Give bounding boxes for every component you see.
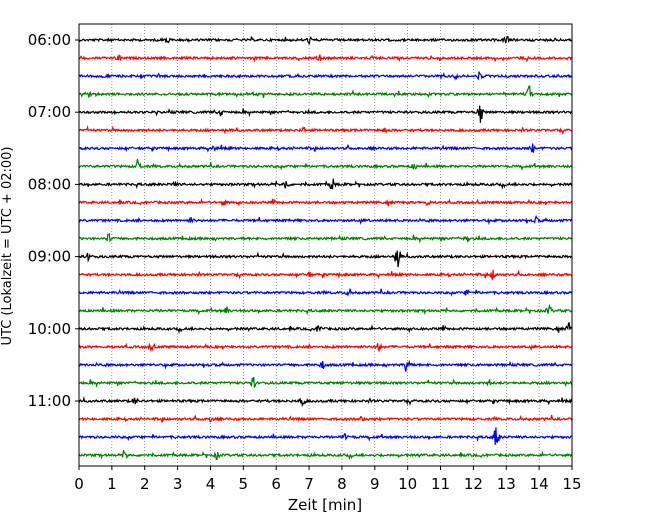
x-tick-label-11: 11: [431, 475, 450, 493]
trace-0615: [79, 54, 572, 63]
x-axis-ticks: 0 1 2 3 4 5 6 7 8 9 10 11 12 13 14 15: [74, 466, 582, 493]
trace-0830: [78, 214, 573, 226]
trace-0945: [78, 303, 573, 316]
trace-0900: [78, 250, 572, 268]
x-tick-label-13: 13: [497, 475, 516, 493]
trace-1000: [78, 322, 573, 335]
trace-1030: [78, 359, 573, 372]
x-tick-label-1: 1: [107, 475, 117, 493]
trace-0730: [78, 143, 573, 153]
x-tick-label-8: 8: [337, 475, 347, 493]
trace-0745: [78, 158, 573, 171]
x-tick-label-4: 4: [206, 475, 216, 493]
plot-frame: [78, 23, 573, 467]
trace-0700: [78, 105, 573, 123]
y-tick-label-4: 10:00: [28, 320, 71, 338]
trace-0600: [78, 36, 573, 45]
trace-0815: [78, 197, 573, 207]
trace-1115: [78, 414, 573, 423]
trace-0645: [79, 85, 573, 98]
trace-1015: [78, 342, 573, 353]
trace-0630: [78, 71, 573, 81]
seismic-traces: [78, 36, 573, 461]
trace-1045: [78, 376, 573, 389]
x-tick-label-15: 15: [562, 475, 581, 493]
y-tick-label-5: 11:00: [28, 392, 71, 410]
x-tick-label-12: 12: [464, 475, 483, 493]
trace-0915: [78, 269, 573, 280]
y-axis-label: UTC (Lokalzeit = UTC + 02:00): [0, 147, 15, 346]
trace-1145: [78, 450, 573, 461]
x-tick-label-0: 0: [74, 475, 84, 493]
y-tick-label-2: 08:00: [28, 175, 71, 193]
x-tick-label-2: 2: [140, 475, 150, 493]
trace-0845: [79, 233, 573, 244]
trace-1100: [78, 396, 573, 408]
trace-0715: [78, 124, 573, 135]
trace-1130: [78, 427, 573, 445]
x-tick-label-7: 7: [304, 475, 314, 493]
x-tick-label-9: 9: [370, 475, 380, 493]
trace-0930: [78, 288, 573, 297]
x-tick-label-6: 6: [271, 475, 281, 493]
x-tick-label-5: 5: [239, 475, 249, 493]
trace-0800: [78, 178, 573, 190]
plot-background: [79, 24, 572, 466]
x-tick-label-3: 3: [173, 475, 183, 493]
y-tick-label-3: 09:00: [28, 248, 71, 266]
y-tick-label-1: 07:00: [28, 103, 71, 121]
x-tick-label-14: 14: [530, 475, 549, 493]
x-tick-label-10: 10: [398, 475, 417, 493]
y-axis-ticks: 06:00 07:00 08:00 09:00 10:00 11:00: [28, 31, 79, 410]
x-axis-label: Zeit [min]: [288, 496, 362, 514]
y-tick-label-0: 06:00: [28, 31, 71, 49]
